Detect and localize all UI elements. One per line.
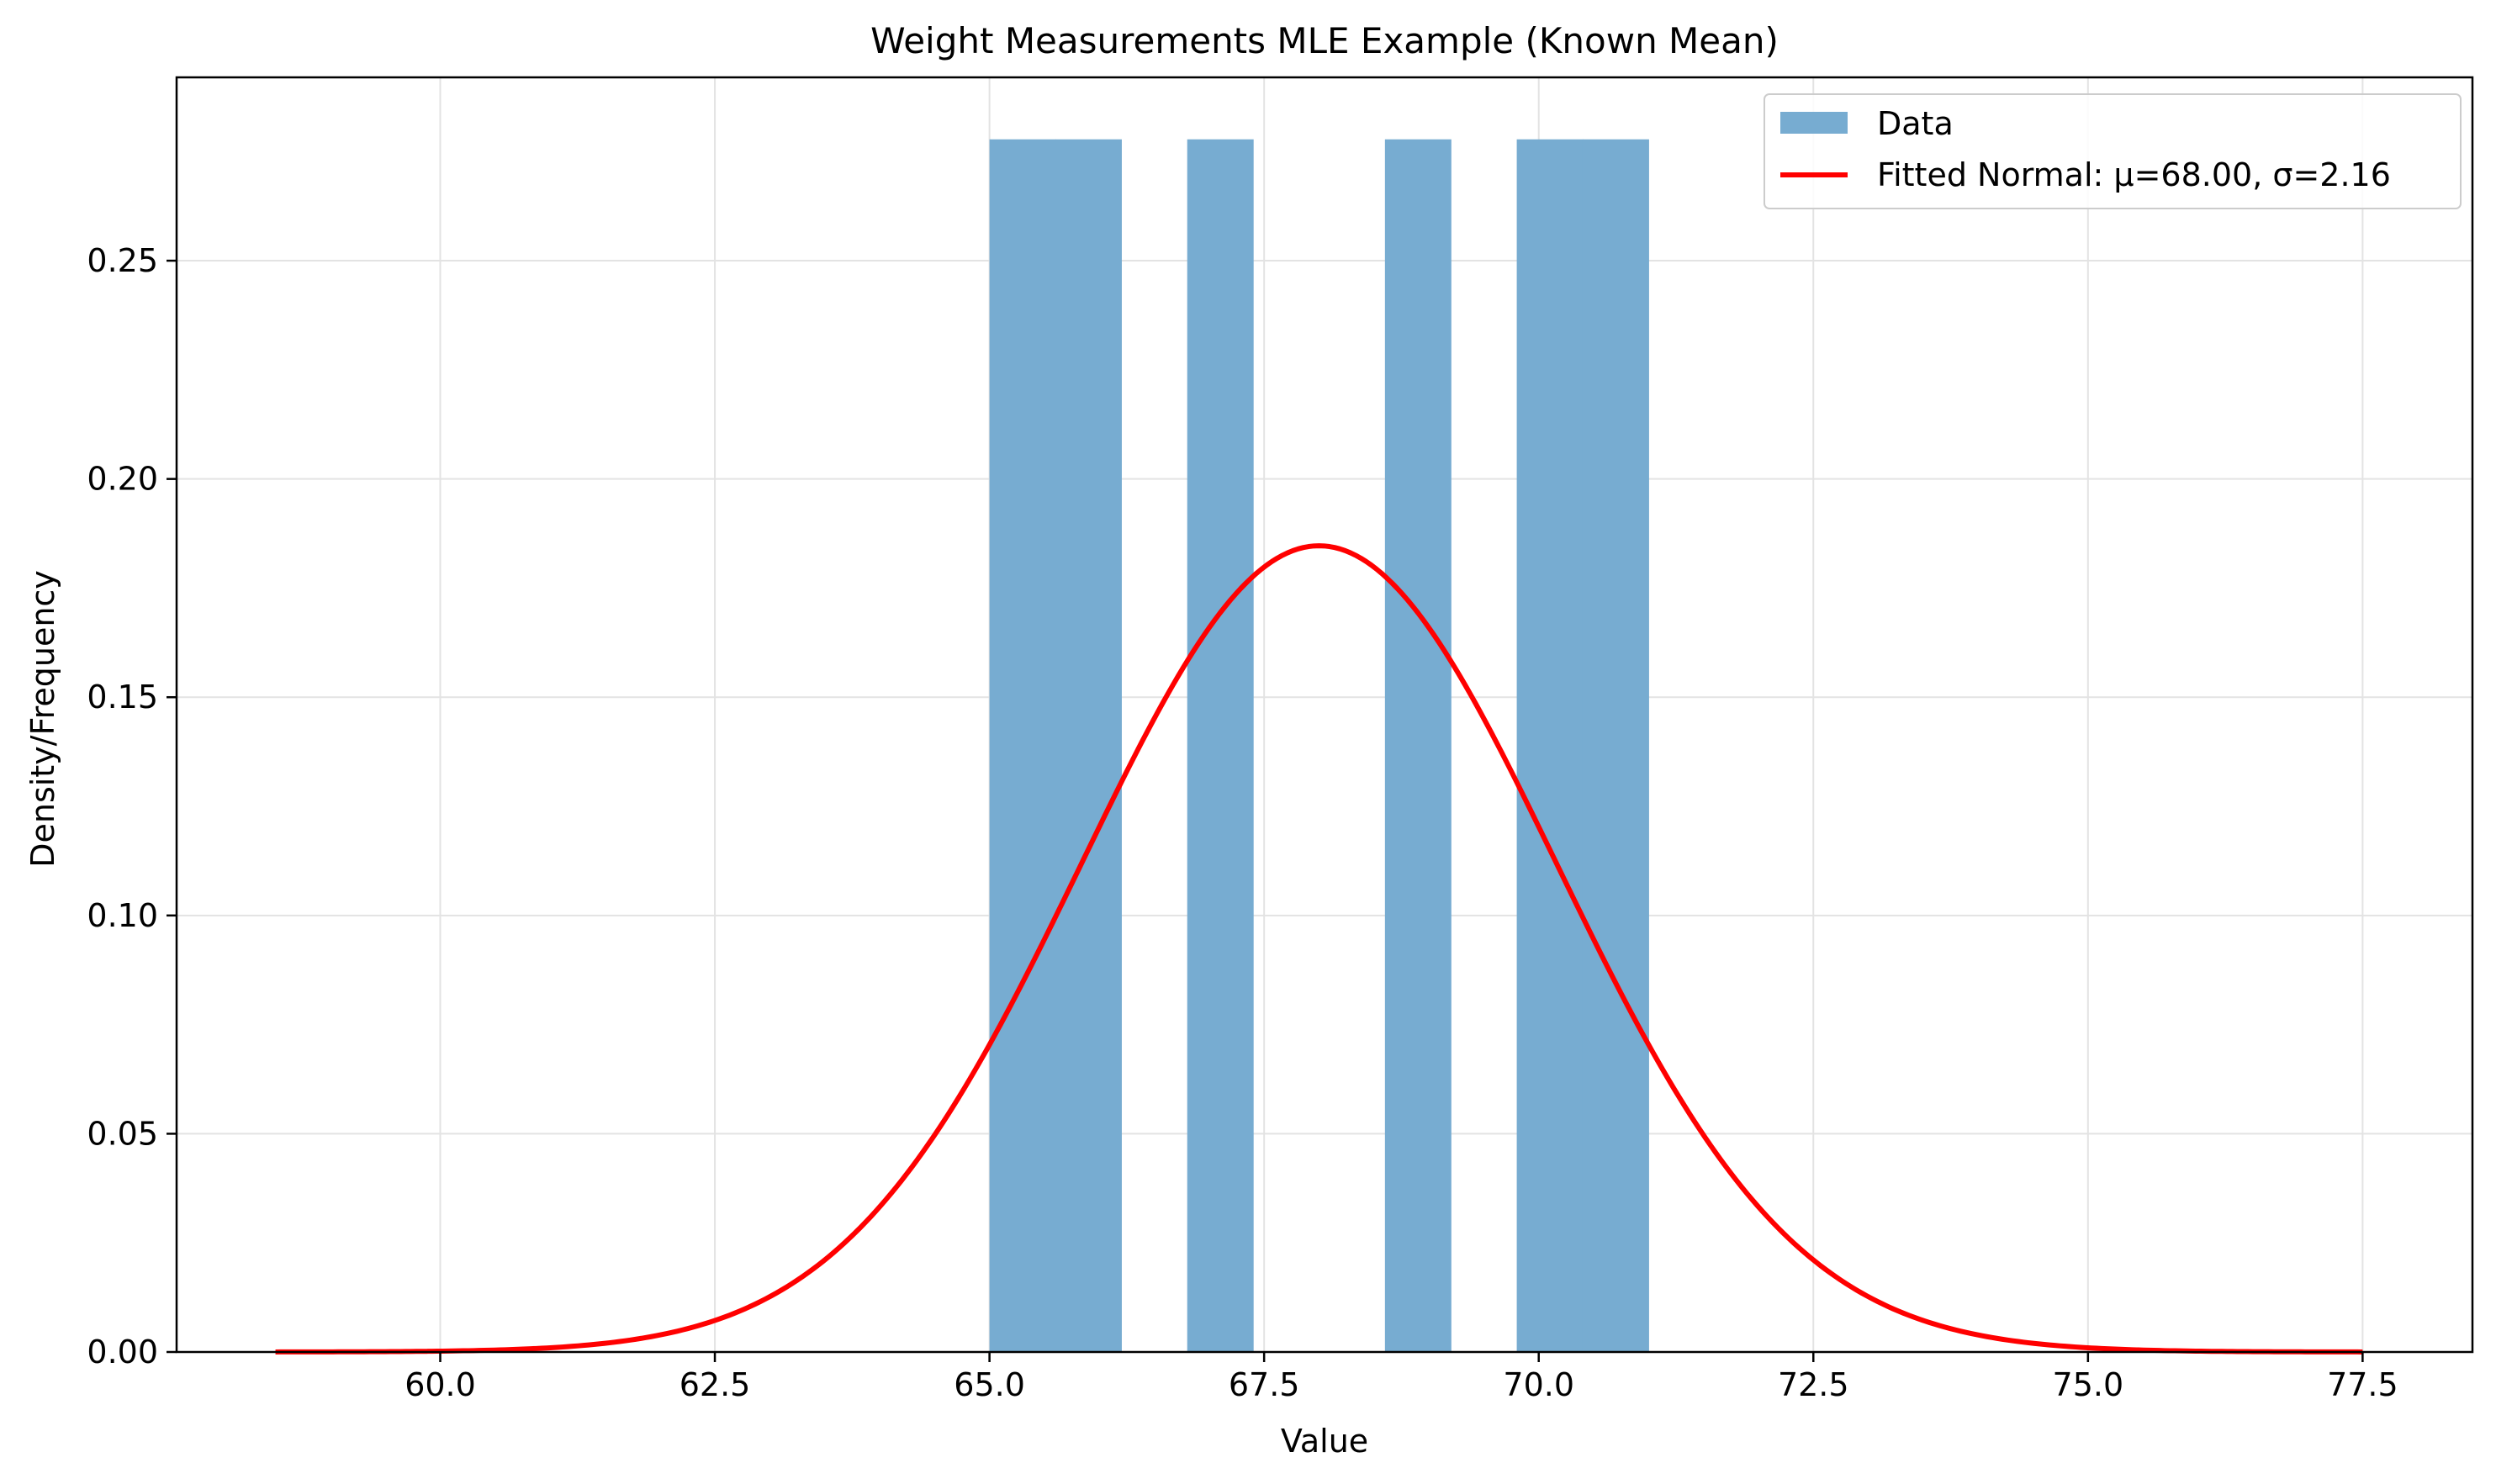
histogram-bar — [1384, 139, 1452, 1353]
y-tick-label: 0.25 — [87, 242, 158, 279]
legend-data-label: Data — [1877, 105, 1954, 142]
y-tick-label: 0.05 — [87, 1115, 158, 1152]
legend-normal-label: Fitted Normal: μ=68.00, σ=2.16 — [1877, 156, 2391, 193]
fitted-curve-layer — [275, 543, 2363, 1355]
y-tick-label: 0.10 — [87, 897, 158, 934]
y-tick-label: 0.15 — [87, 679, 158, 716]
y-axis-label: Density/Frequency — [24, 570, 61, 868]
x-tick-label: 67.5 — [1229, 1366, 1300, 1403]
legend: Data Fitted Normal: μ=68.00, σ=2.16 — [1764, 93, 2462, 209]
histogram-bar — [1516, 139, 1584, 1353]
plot-frame — [175, 76, 2474, 1354]
y-tick-label: 0.20 — [87, 461, 158, 498]
chart-title: Weight Measurements MLE Example (Known M… — [870, 20, 1779, 61]
x-tick-label: 65.0 — [954, 1366, 1025, 1403]
x-tick-label: 60.0 — [405, 1366, 476, 1403]
histogram-bar — [1582, 139, 1649, 1353]
fitted-normal-curve — [275, 543, 2363, 1355]
y-axis-ticks: 0.00 0.05 0.10 0.15 0.20 0.25 — [87, 242, 177, 1370]
histogram-bar — [989, 139, 1056, 1353]
x-tick-label: 70.0 — [1503, 1366, 1574, 1403]
legend-data-swatch — [1780, 112, 1848, 134]
x-axis-ticks: 60.0 62.5 65.0 67.5 70.0 72.5 75.0 77.5 — [405, 1352, 2398, 1403]
x-axis-label: Value — [1281, 1423, 1368, 1460]
x-tick-label: 72.5 — [1778, 1366, 1849, 1403]
legend-box — [1764, 93, 2462, 209]
histogram-bars — [989, 139, 1649, 1353]
x-tick-label: 62.5 — [680, 1366, 751, 1403]
x-tick-label: 77.5 — [2327, 1366, 2398, 1403]
x-tick-label: 75.0 — [2053, 1366, 2124, 1403]
histogram-bar — [1187, 139, 1254, 1353]
y-tick-label: 0.00 — [87, 1333, 158, 1370]
histogram-bar — [1055, 139, 1122, 1353]
